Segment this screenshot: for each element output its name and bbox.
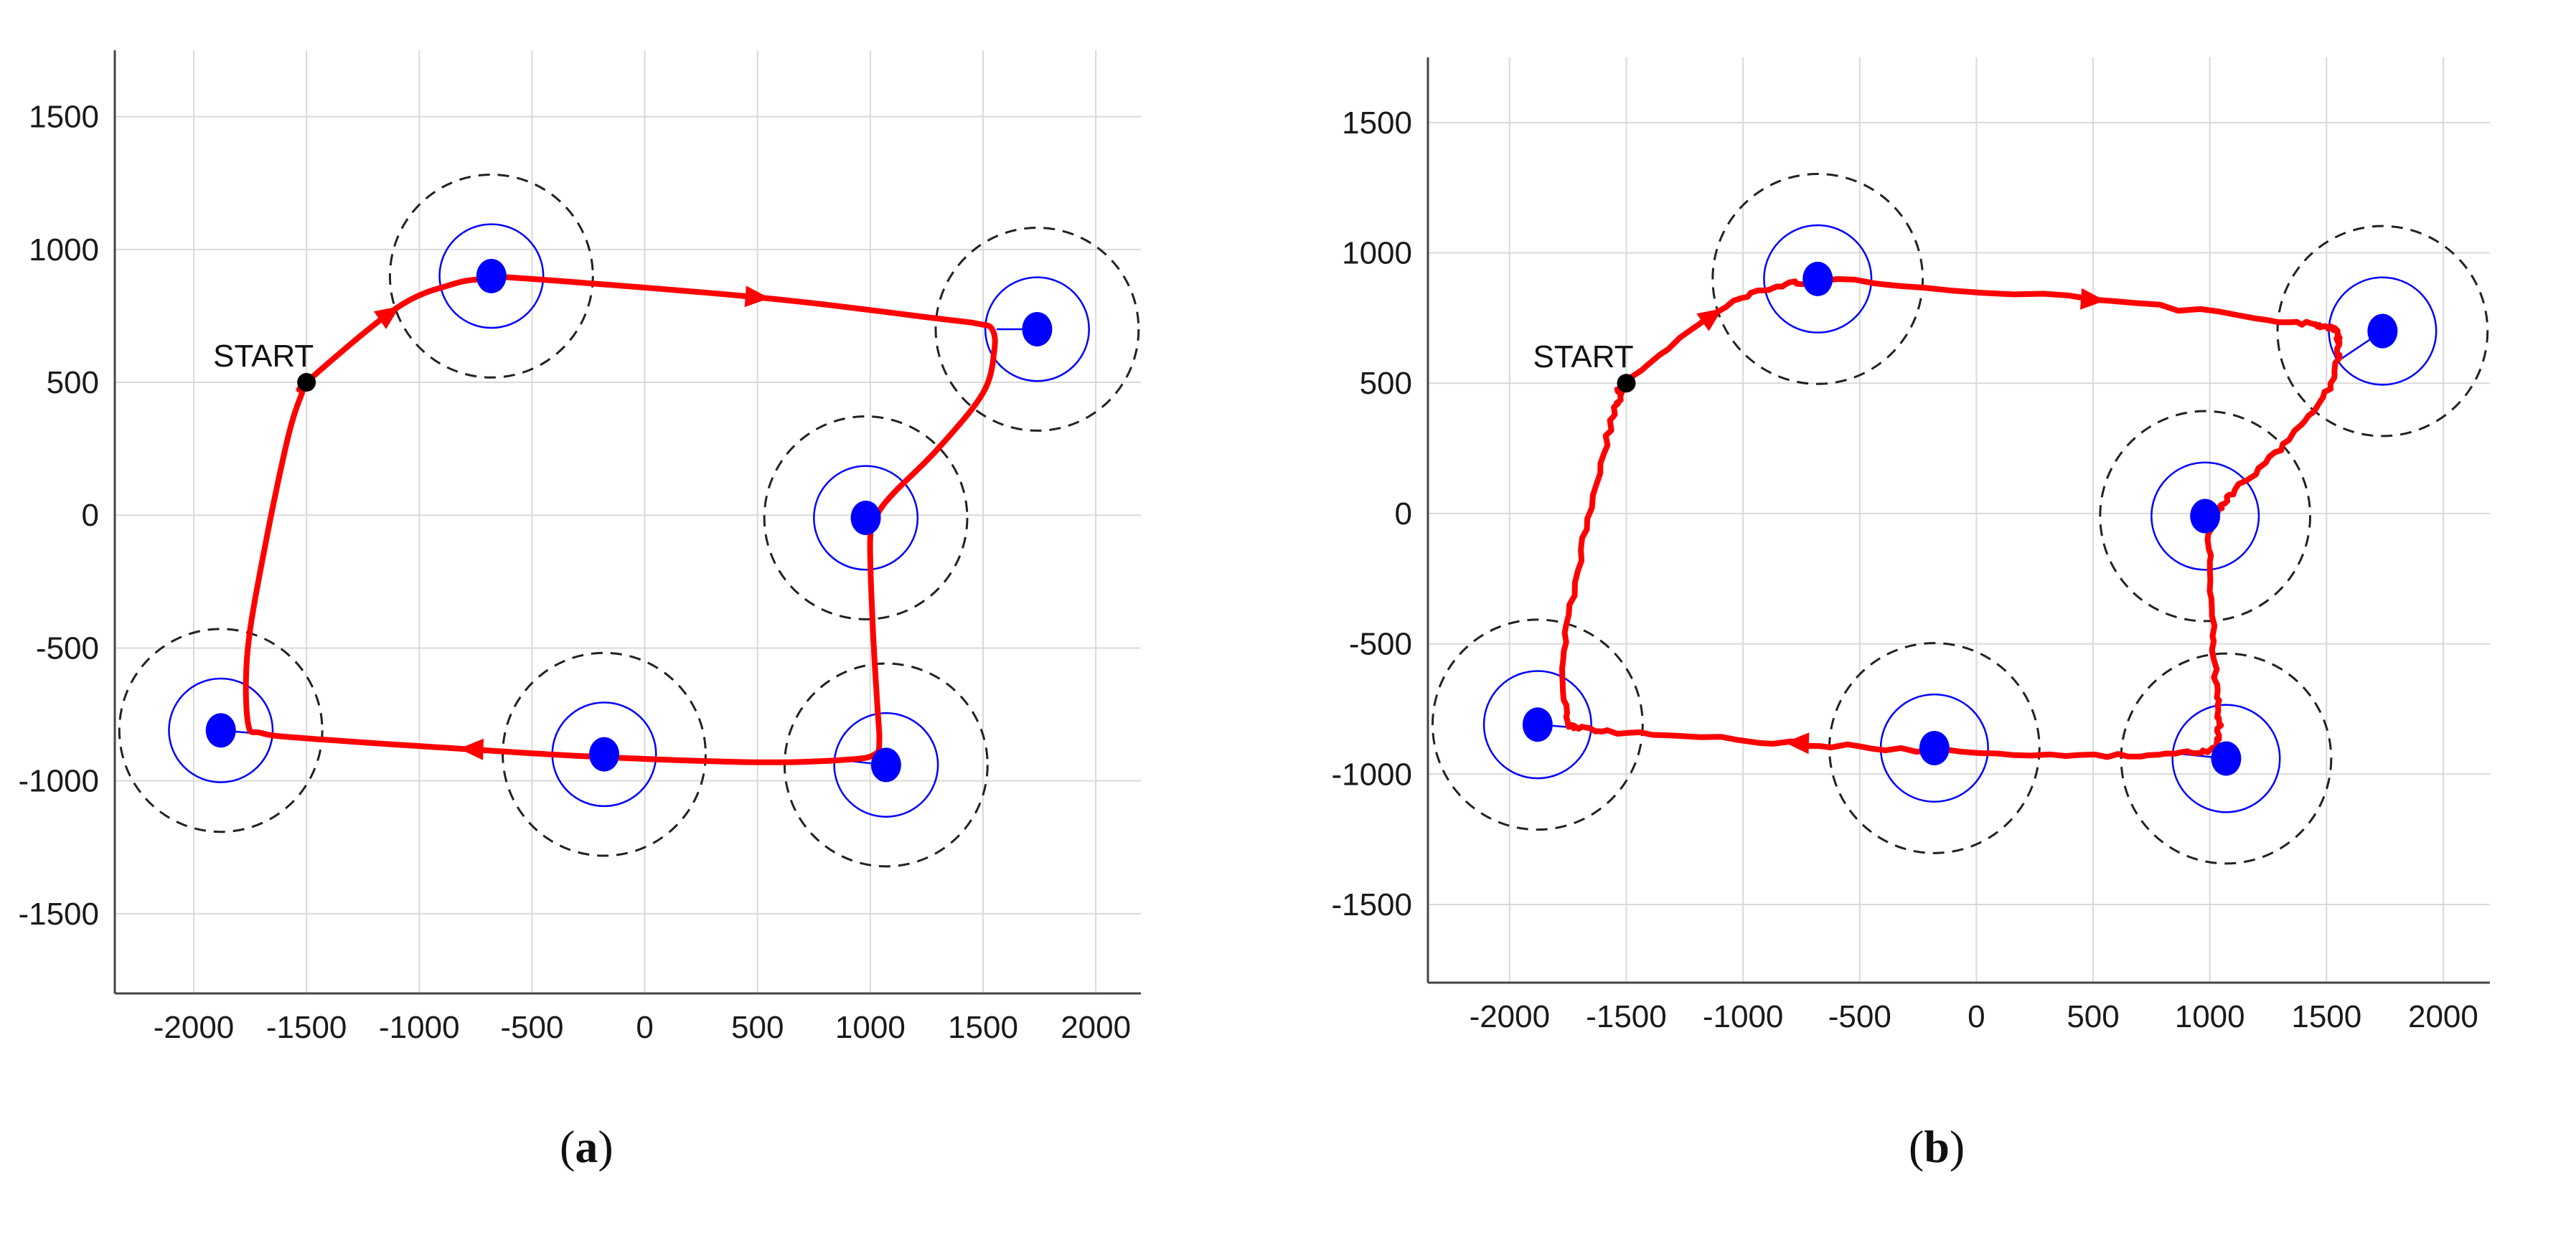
x-tick-label: 1500 — [2291, 999, 2361, 1034]
inner-zone-circle — [1763, 224, 1873, 334]
direction-arrow — [1696, 308, 1723, 331]
y-tick-label: 0 — [82, 498, 99, 533]
start-marker — [1617, 374, 1636, 393]
start-marker — [297, 373, 316, 392]
x-tick-label: -1000 — [1703, 999, 1784, 1034]
panel-label: (b) — [1909, 1121, 1965, 1172]
target-point — [2211, 741, 2242, 776]
x-tick-label: -1500 — [1586, 999, 1667, 1034]
y-tick-label: 0 — [1395, 496, 1412, 532]
target-point — [1022, 311, 1053, 346]
direction-arrow — [744, 285, 770, 308]
inner-zone-circle — [984, 276, 1090, 382]
y-tick-label: -1500 — [1331, 887, 1412, 922]
inner-zone-circle — [2171, 704, 2281, 813]
direction-arrow — [1784, 732, 1810, 755]
inner-zone-circle — [1482, 670, 1592, 780]
direction-arrow — [2080, 288, 2105, 310]
y-tick-label: 1000 — [29, 232, 99, 268]
target-point — [205, 713, 236, 748]
y-tick-label: -1000 — [1331, 757, 1412, 792]
x-tick-label: 500 — [2067, 999, 2119, 1034]
outer-zone-circle — [118, 628, 324, 833]
target-point — [2190, 499, 2221, 534]
direction-arrow — [459, 738, 484, 760]
target-point — [589, 737, 619, 772]
trajectory-line — [243, 273, 998, 765]
x-tick-label: 2000 — [1061, 1010, 1131, 1045]
target-point — [2367, 313, 2398, 349]
y-tick-label: 1500 — [29, 100, 99, 135]
y-tick-label: 500 — [47, 365, 99, 400]
outer-zone-circle — [763, 415, 969, 620]
inner-zone-circle — [438, 223, 545, 329]
x-tick-label: -2000 — [154, 1010, 235, 1045]
start-label: START — [213, 339, 314, 374]
x-tick-label: 0 — [636, 1010, 653, 1045]
panel-label: (a) — [560, 1121, 614, 1172]
y-tick-label: 500 — [1360, 366, 1412, 401]
y-tick-label: -1500 — [18, 897, 99, 932]
start-label: START — [1533, 339, 1633, 374]
inner-zone-circle — [2150, 461, 2260, 571]
y-tick-label: -1000 — [18, 764, 99, 799]
outer-zone-circle — [1711, 172, 1924, 385]
x-tick-label: -500 — [500, 1010, 563, 1045]
inner-zone-circle — [833, 712, 939, 818]
x-tick-label: 2000 — [2408, 999, 2478, 1034]
target-point — [1802, 261, 1833, 296]
inner-zone-circle — [813, 465, 919, 571]
direction-arrow — [373, 306, 400, 329]
x-tick-label: -1500 — [266, 1010, 347, 1045]
y-tick-label: -500 — [1349, 627, 1412, 662]
x-tick-label: -2000 — [1470, 999, 1551, 1034]
x-tick-label: 500 — [731, 1010, 784, 1045]
target-point — [870, 747, 901, 783]
outer-zone-circle — [2099, 410, 2312, 623]
y-tick-label: 1500 — [1342, 105, 1412, 141]
outer-zone-circle — [2276, 225, 2489, 438]
x-tick-label: 1500 — [948, 1010, 1018, 1045]
panel-b: -2000 -1500 -1000 -500 0 500 1000 1500 2000 1500 1… — [1331, 57, 2490, 1172]
outer-zone-circle — [1432, 618, 1644, 831]
x-tick-label: 1000 — [835, 1010, 906, 1045]
panel-a: -2000 -1500 -1000 -500 0 500 1000 1500 2000 1500 1… — [18, 50, 1141, 1172]
x-tick-label: 1000 — [2175, 999, 2245, 1034]
outer-zone-circle — [934, 227, 1140, 432]
outer-zone-circle — [2120, 652, 2333, 865]
target-point — [1919, 730, 1950, 765]
x-tick-label: -1000 — [379, 1010, 460, 1045]
outer-zone-circle — [388, 173, 594, 379]
target-point — [476, 258, 507, 293]
x-tick-label: -500 — [1828, 999, 1891, 1034]
y-tick-label: -500 — [36, 630, 99, 666]
x-tick-label: 0 — [1968, 999, 1985, 1034]
trajectory-line — [1559, 275, 2343, 760]
inner-zone-circle — [168, 677, 274, 783]
target-point — [1522, 707, 1553, 742]
target-point — [850, 500, 881, 535]
y-tick-label: 1000 — [1342, 236, 1412, 271]
